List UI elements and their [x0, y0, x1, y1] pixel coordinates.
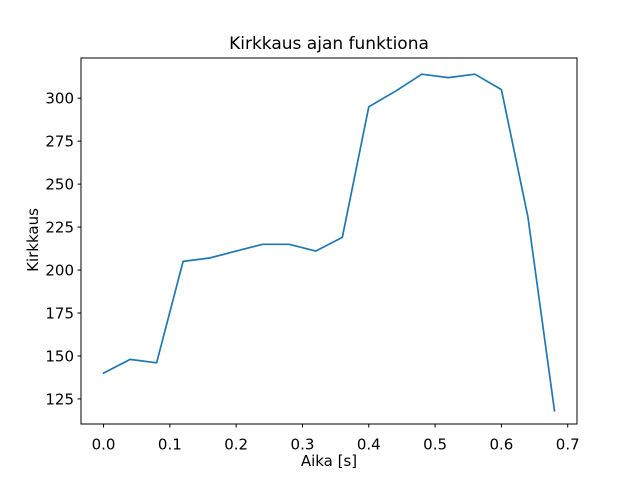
y-tick-label: 275 — [45, 133, 74, 151]
y-axis-label: Kirkkaus — [24, 208, 42, 272]
y-tick-label: 225 — [45, 219, 74, 237]
y-tick-label: 300 — [45, 90, 74, 108]
y-tick-label: 150 — [45, 347, 74, 365]
plot-border — [80, 57, 578, 425]
x-axis-label: Aika [s] — [300, 452, 358, 470]
y-tick-label: 250 — [45, 176, 74, 194]
x-tick-label: 0.1 — [158, 436, 182, 454]
x-tick-label: 0.2 — [224, 436, 248, 454]
chart-title: Kirkkaus ajan funktiona — [229, 34, 429, 54]
y-tick-label: 175 — [45, 304, 74, 322]
y-tick-label: 200 — [45, 262, 74, 280]
y-tick-label: 125 — [45, 390, 74, 408]
data-line — [102, 73, 556, 412]
x-tick-label: 0.6 — [489, 436, 513, 454]
x-tick-label: 0.4 — [357, 436, 381, 454]
x-tick-label: 0.5 — [423, 436, 447, 454]
x-tick-label: 0.0 — [92, 436, 116, 454]
x-tick-label: 0.7 — [556, 436, 580, 454]
x-tick-label: 0.3 — [291, 436, 315, 454]
